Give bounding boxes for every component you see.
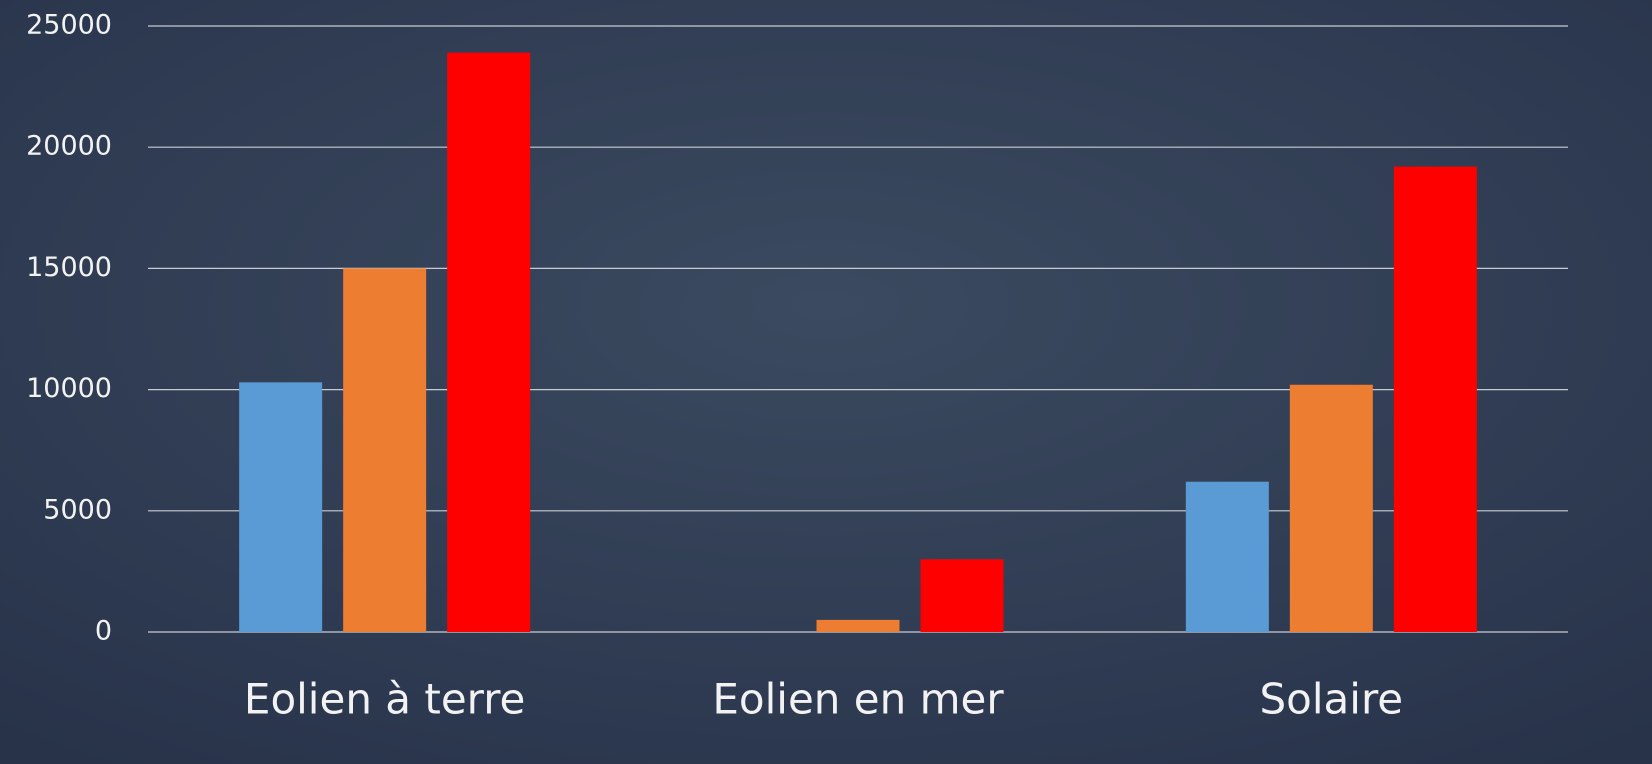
bar xyxy=(920,559,1004,632)
bar xyxy=(816,619,900,632)
bar xyxy=(1185,481,1269,632)
bar xyxy=(1393,166,1477,633)
y-tick-label: 25000 xyxy=(26,10,112,41)
bar xyxy=(239,382,323,632)
bar xyxy=(1289,384,1373,632)
bar xyxy=(447,52,531,632)
y-tick-label: 0 xyxy=(95,616,112,647)
x-tick-label: Solaire xyxy=(1260,675,1404,724)
x-tick-label: Eolien à terre xyxy=(244,675,526,724)
bar xyxy=(343,268,427,632)
y-tick-label: 15000 xyxy=(26,252,112,283)
y-tick-label: 5000 xyxy=(43,494,112,525)
y-tick-label: 10000 xyxy=(26,373,112,404)
y-tick-label: 20000 xyxy=(26,131,112,162)
x-tick-label: Eolien en mer xyxy=(712,675,1004,724)
